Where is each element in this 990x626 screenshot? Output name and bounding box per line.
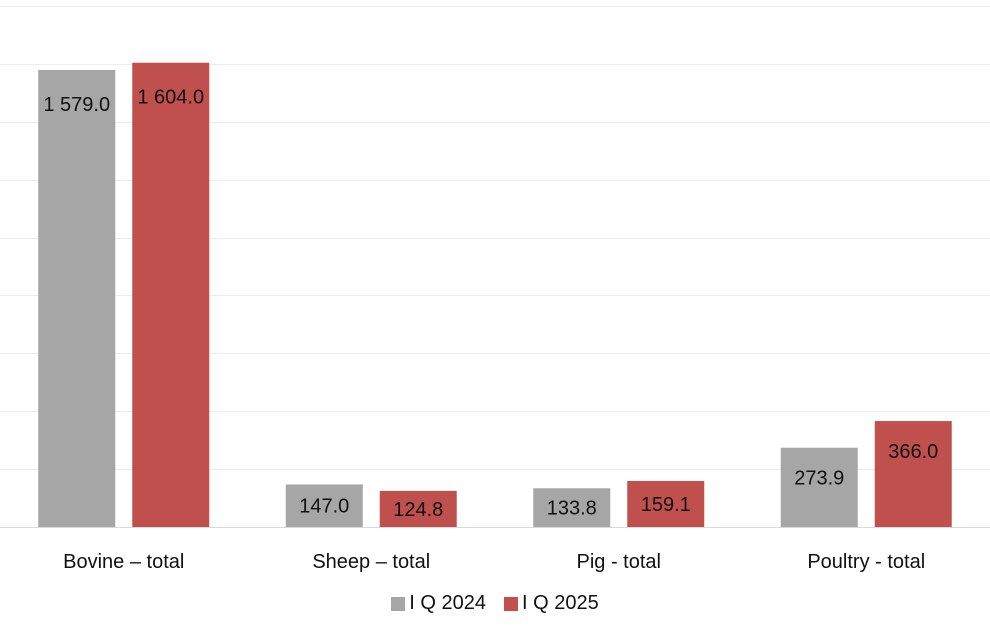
legend-label: I Q 2025 [522,592,599,614]
category-label: Poultry - total [807,551,925,573]
data-label: 1 579.0 [43,94,110,116]
category-label: Pig - total [577,551,661,573]
bar [132,62,210,527]
bar [533,488,611,527]
legend-swatch [504,596,518,611]
bar [627,480,705,527]
category-label: Bovine – total [63,551,184,573]
data-label: 133.8 [547,498,597,520]
category-label: Sheep – total [312,551,430,573]
bars [38,62,952,527]
legend-swatch [391,596,406,611]
bar [38,69,116,527]
bar [874,421,952,527]
legend-item-series-2: I Q 2025 [504,592,599,615]
data-labels: 1 579.0 1 604.0 147.0 124.8 133.8 159.1 273.9 3… [43,87,938,521]
data-label: 1 604.0 [137,87,204,109]
data-label: 159.1 [641,494,691,516]
data-label: 124.8 [393,499,443,521]
legend-item-series-1: I Q 2024 [391,592,486,615]
bar [379,490,457,527]
category-labels: Bovine – total Sheep – total Pig - total Po… [63,551,925,573]
data-label: 273.9 [794,468,844,490]
legend-label: I Q 2024 [409,592,486,614]
data-label: 147.0 [299,496,349,518]
legend: I Q 2024 I Q 2025 [0,592,990,615]
data-label: 366.0 [888,441,938,463]
bar [780,447,858,527]
bar [285,484,363,527]
